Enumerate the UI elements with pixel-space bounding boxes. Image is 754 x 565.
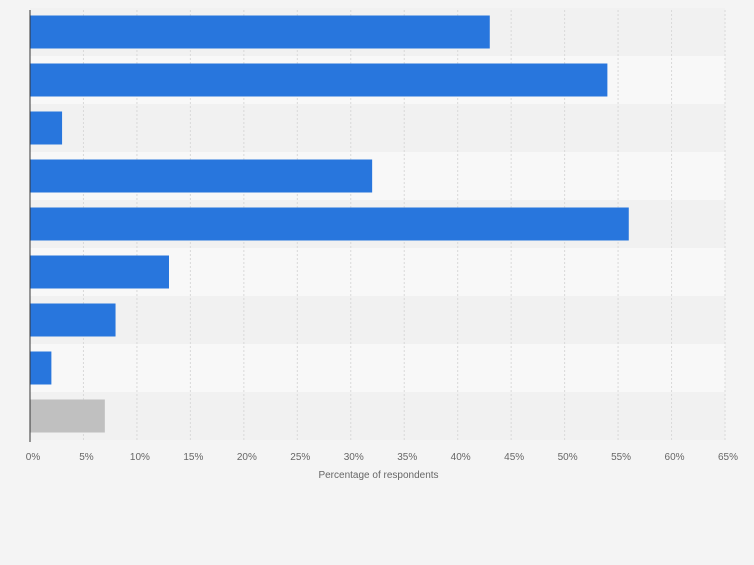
x-tick-label: 0% xyxy=(26,452,41,463)
bar xyxy=(30,207,629,241)
row-band xyxy=(30,104,725,152)
bar xyxy=(30,351,52,385)
x-tick-label: 35% xyxy=(397,452,417,463)
bar xyxy=(30,63,608,97)
x-tick-label: 65% xyxy=(718,452,738,463)
bar xyxy=(30,15,490,49)
x-tick-label: 25% xyxy=(290,452,310,463)
x-tick-label: 30% xyxy=(344,452,364,463)
x-tick-label: 5% xyxy=(79,452,94,463)
x-tick-label: 20% xyxy=(237,452,257,463)
x-tick-label: 55% xyxy=(611,452,631,463)
bar xyxy=(30,111,63,145)
bar xyxy=(30,399,105,433)
x-tick-label: 60% xyxy=(665,452,685,463)
x-tick-labels: 0% 5% 10% 15% 20% 25% 30% 35% 40% 45% 50% 55% 60% 65% xyxy=(26,452,738,463)
x-tick-label: 15% xyxy=(183,452,203,463)
x-tick-label: 10% xyxy=(130,452,150,463)
bar xyxy=(30,159,373,193)
bar xyxy=(30,303,116,337)
row-band xyxy=(30,392,725,440)
bars xyxy=(30,15,629,433)
x-axis-label: Percentage of respondents xyxy=(318,470,438,481)
x-tick-label: 50% xyxy=(558,452,578,463)
row-band xyxy=(30,296,725,344)
x-tick-label: 45% xyxy=(504,452,524,463)
row-band xyxy=(30,344,725,392)
x-tick-label: 40% xyxy=(451,452,471,463)
bar xyxy=(30,255,169,289)
